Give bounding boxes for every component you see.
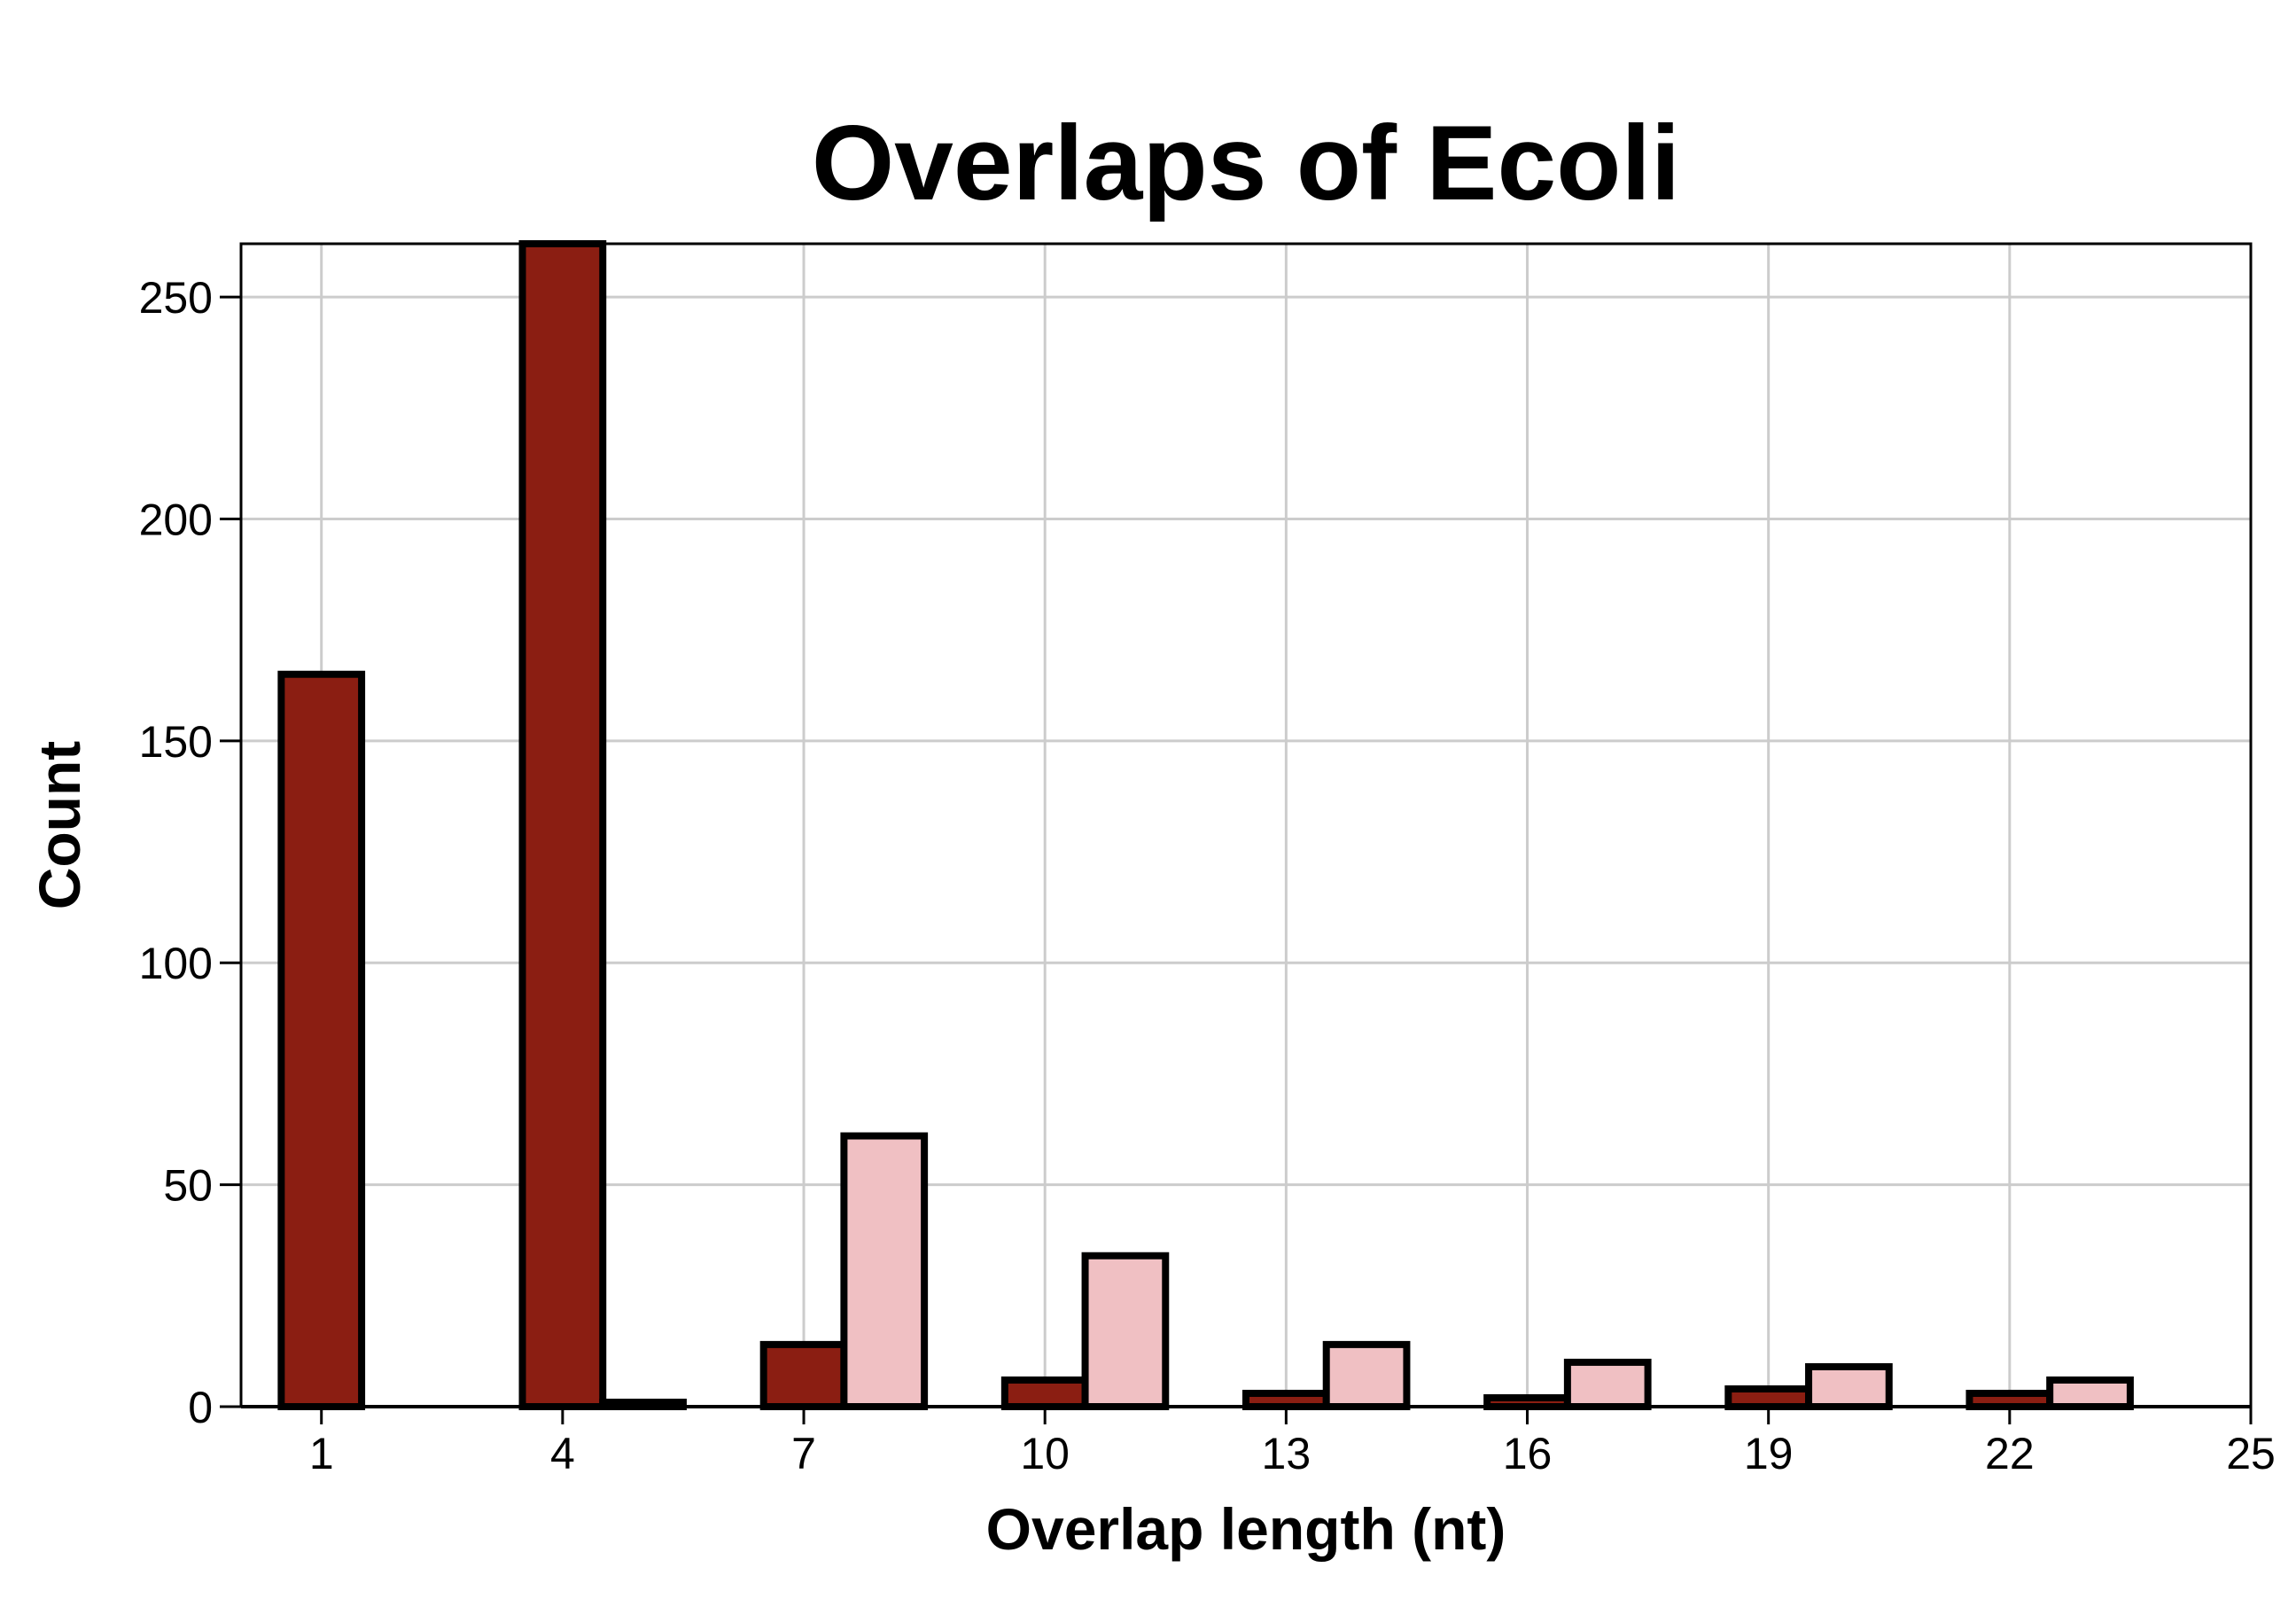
bar-series-2 bbox=[1563, 1358, 1652, 1411]
x-tick-label: 4 bbox=[550, 1429, 575, 1478]
y-tick-label: 200 bbox=[139, 495, 213, 544]
bar-series-2 bbox=[840, 1132, 929, 1410]
bar-series-2 bbox=[1322, 1340, 1411, 1411]
bar-series-1 bbox=[277, 670, 366, 1410]
y-axis-label: Count bbox=[27, 741, 92, 910]
x-tick-label: 1 bbox=[309, 1429, 334, 1478]
bar-series-2 bbox=[2046, 1376, 2134, 1411]
ticks-layer: 0 50 100 150 200 250 1 4 7 10 13 16 19 22 25 bbox=[139, 273, 2276, 1478]
bar-series-1 bbox=[1724, 1384, 1813, 1411]
bar-series-1 bbox=[1965, 1389, 2054, 1410]
x-tick-label: 16 bbox=[1503, 1429, 1553, 1478]
bars-layer bbox=[277, 240, 2134, 1411]
x-tick-label: 13 bbox=[1262, 1429, 1311, 1478]
bar-series-1 bbox=[518, 240, 607, 1410]
bar-series-2 bbox=[1805, 1362, 1893, 1410]
chart-title: Overlaps of Ecoli bbox=[812, 104, 1680, 222]
x-tick-label: 25 bbox=[2226, 1429, 2276, 1478]
bar-series-1 bbox=[1242, 1389, 1330, 1410]
bar-series-1 bbox=[759, 1340, 848, 1411]
x-tick-label: 10 bbox=[1020, 1429, 1070, 1478]
y-tick-label: 50 bbox=[163, 1161, 213, 1211]
x-tick-label: 7 bbox=[791, 1429, 816, 1478]
y-tick-label: 100 bbox=[139, 939, 213, 988]
x-tick-label: 22 bbox=[1985, 1429, 2035, 1478]
x-tick-label: 19 bbox=[1744, 1429, 1794, 1478]
y-tick-label: 250 bbox=[139, 273, 213, 323]
y-tick-label: 0 bbox=[188, 1383, 213, 1432]
y-tick-label: 150 bbox=[139, 717, 213, 767]
bar-series-2 bbox=[1081, 1252, 1170, 1411]
bar-series-1 bbox=[1000, 1376, 1089, 1411]
x-axis-label: Overlap length (nt) bbox=[986, 1496, 1506, 1562]
